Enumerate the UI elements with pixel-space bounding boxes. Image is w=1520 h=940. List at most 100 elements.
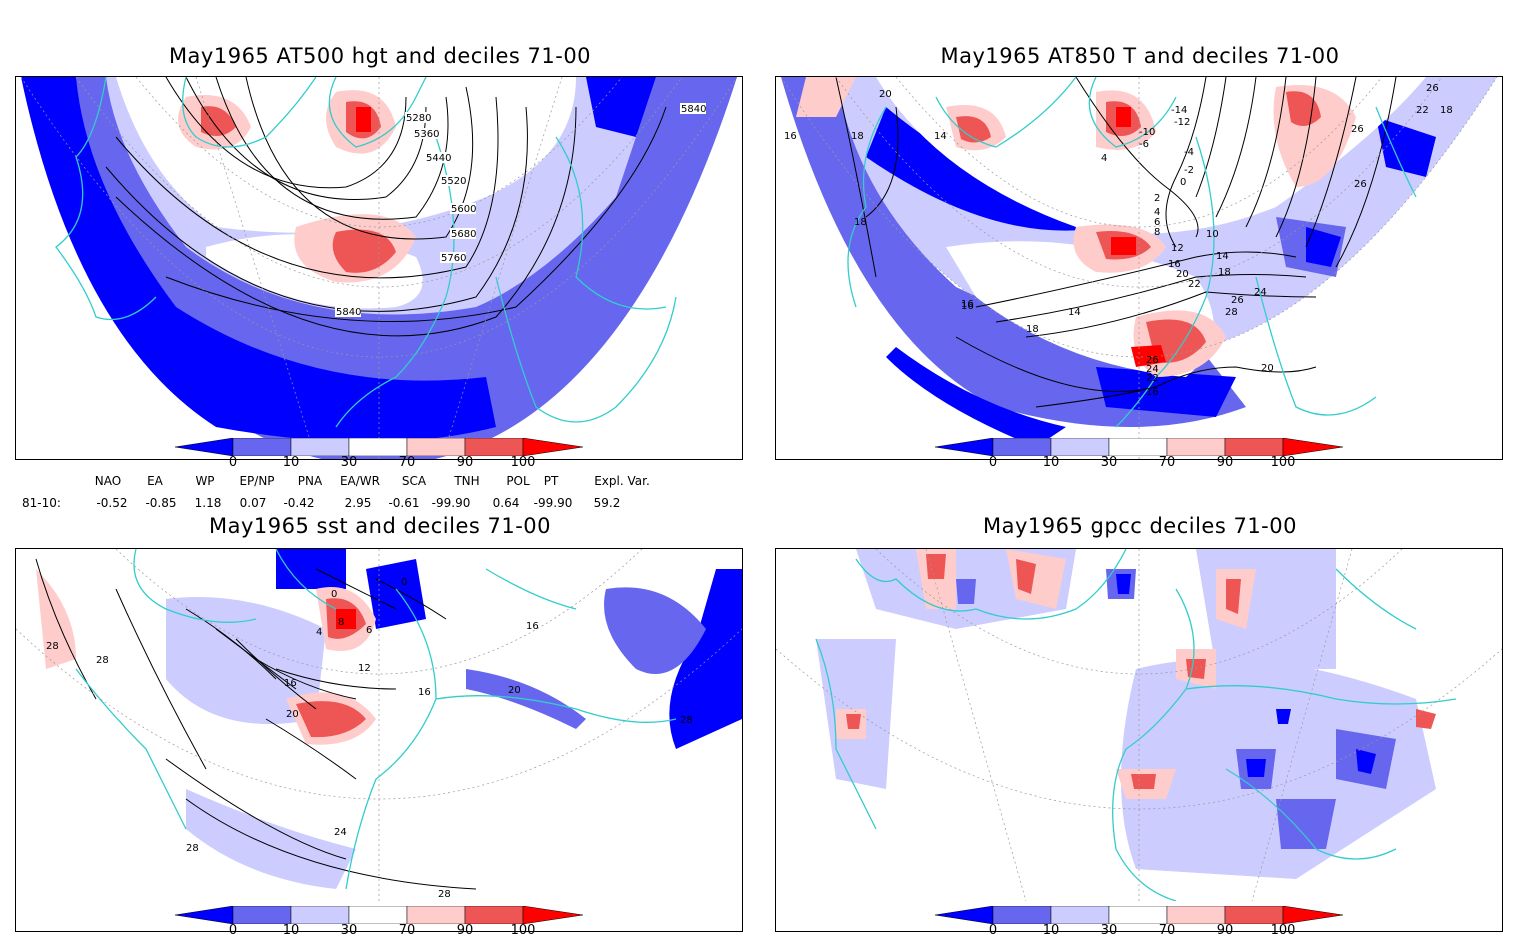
- colorbar-tick: 0: [228, 923, 238, 938]
- p3-contour-label: 20: [508, 685, 521, 696]
- p3-contour-label: 4: [316, 627, 322, 638]
- index-header: EP/NP: [239, 474, 275, 488]
- p3-contour-label: 16: [284, 678, 297, 689]
- p2-contour-label: 2: [1154, 193, 1160, 204]
- p2-contour-label: 20: [879, 89, 892, 100]
- p2-contour-label: -14: [1171, 105, 1187, 116]
- p2-contour-label: 16: [784, 131, 797, 142]
- panel-3-title: May1965 sst and deciles 71-00: [208, 514, 552, 538]
- colorbar-bottom-right: 0 10 30 70 90 100: [934, 905, 1355, 940]
- panel-4-title: May1965 gpcc deciles 71-00: [983, 514, 1297, 538]
- p3-contour-label: 28: [186, 843, 199, 854]
- p2-contour-label: 4: [1101, 153, 1107, 164]
- p2-contour-label: 22: [1146, 373, 1159, 384]
- p2-contour-label: 8: [1154, 227, 1160, 238]
- colorbar-tick: 100: [510, 923, 536, 938]
- index-header: EA: [147, 474, 163, 488]
- colorbar-tick: 0: [988, 923, 998, 938]
- p3-contour-label: 12: [358, 663, 371, 674]
- colorbar-top-left: 0 10 30 70 90 100: [174, 437, 595, 472]
- colorbar-tick: 30: [1100, 923, 1118, 938]
- p2-contour-label: 24: [1146, 364, 1159, 375]
- colorbar-tick: 30: [340, 923, 358, 938]
- p2-contour-label: 14: [1216, 251, 1229, 262]
- p2-contour-label: 18: [851, 131, 864, 142]
- p2-contour-label: 26: [1351, 124, 1364, 135]
- p1-contour-label: 5280: [406, 113, 431, 124]
- panel-3-map: 28 28 0 0 4 8 6 12 16 16 16 20 20 24 28 …: [15, 548, 743, 932]
- p2-contour-label: 16: [961, 301, 974, 312]
- p3-contour-label: 0: [331, 589, 337, 600]
- p2-contour-label: 20: [1176, 269, 1189, 280]
- p2-contour-label: 18: [1218, 267, 1231, 278]
- colorbar-tick: 90: [456, 923, 474, 938]
- colorbar-tick: 10: [1042, 923, 1060, 938]
- p2-contour-label: 26: [1426, 83, 1439, 94]
- p3-contour-label: 28: [96, 655, 109, 666]
- colorbar-tick: 30: [340, 455, 358, 470]
- p1-contour-label: 5680: [451, 229, 476, 240]
- index-value: -0.61: [388, 496, 420, 510]
- index-value: -99.90: [533, 496, 573, 510]
- index-header: SCA: [401, 474, 427, 488]
- p2-contour-label: 18: [1026, 324, 1039, 335]
- index-value: 0.07: [239, 496, 267, 510]
- colorbar-tick: 10: [1042, 455, 1060, 470]
- p1-contour-label: 5840: [681, 104, 706, 115]
- p2-contour-label: -2: [1184, 165, 1194, 176]
- colorbar-bottom-left: 0 10 30 70 90 100: [174, 905, 595, 940]
- colorbar-tick: 100: [1270, 455, 1296, 470]
- p2-contour-label: 24: [1254, 287, 1267, 298]
- p1-contour-label: 5760: [441, 253, 466, 264]
- panel-1-map: 5280 5360 5440 5520 5600 5680 5760 5840 …: [15, 76, 743, 460]
- teleconnection-index-table: NAO EA WP EP/NP PNA EA/WR SCA TNH POL PT…: [0, 474, 740, 514]
- colorbar-tick: 70: [398, 455, 416, 470]
- p2-contour-label: 26: [1146, 355, 1159, 366]
- index-header: EA/WR: [339, 474, 381, 488]
- p3-contour-label: 28: [46, 641, 59, 652]
- index-value: 2.95: [344, 496, 372, 510]
- p3-contour-label: 8: [338, 617, 344, 628]
- panel-2-title: May1965 AT850 T and deciles 71-00: [940, 44, 1340, 68]
- colorbar-tick: 0: [228, 455, 238, 470]
- p3-contour-label: 24: [334, 827, 347, 838]
- p2-contour-label: 12: [1171, 243, 1184, 254]
- p1-contour-label: 5840: [336, 307, 361, 318]
- p2-contour-label: -6: [1139, 139, 1149, 150]
- index-header: NAO: [94, 474, 122, 488]
- index-header: TNH: [454, 474, 480, 488]
- colorbar-tick: 70: [1158, 455, 1176, 470]
- index-header: PT: [543, 474, 559, 488]
- p3-contour-label: 28: [438, 889, 451, 900]
- p3-contour-label: 16: [418, 687, 431, 698]
- colorbar-tick: 10: [282, 923, 300, 938]
- index-value: -0.52: [96, 496, 128, 510]
- index-value: 1.18: [194, 496, 222, 510]
- p3-contour-label: 20: [286, 709, 299, 720]
- p3-contour-label: 6: [366, 625, 372, 636]
- p2-contour-label: -10: [1139, 127, 1155, 138]
- p2-contour-label: 18: [854, 217, 867, 228]
- p2-contour-label: 16: [1146, 387, 1159, 398]
- index-header: POL: [506, 474, 530, 488]
- p2-contour-label: 16: [1168, 259, 1181, 270]
- p2-contour-label: 26: [1354, 179, 1367, 190]
- p2-contour-label: 4: [1154, 207, 1160, 218]
- colorbar-tick: 30: [1100, 455, 1118, 470]
- index-header: WP: [195, 474, 215, 488]
- p3-contour-label: 0: [401, 577, 407, 588]
- p2-contour-label: -4: [1184, 147, 1194, 158]
- p2-contour-label: 0: [1180, 177, 1186, 188]
- p2-contour-label: 22: [1188, 279, 1201, 290]
- index-value: 0.64: [492, 496, 520, 510]
- colorbar-tick: 70: [398, 923, 416, 938]
- p2-contour-label: 20: [1261, 363, 1274, 374]
- panel-2-map: 16 18 18 14 20 26 22 18 16 26 26 -14 -12…: [775, 76, 1503, 460]
- colorbar-tick: 100: [1270, 923, 1296, 938]
- p2-contour-label: 28: [1225, 307, 1238, 318]
- p2-contour-label: 10: [1206, 229, 1219, 240]
- index-header: PNA: [297, 474, 323, 488]
- p2-contour-label: 14: [1068, 307, 1081, 318]
- p2-contour-label: 26: [1231, 295, 1244, 306]
- colorbar-tick: 0: [988, 455, 998, 470]
